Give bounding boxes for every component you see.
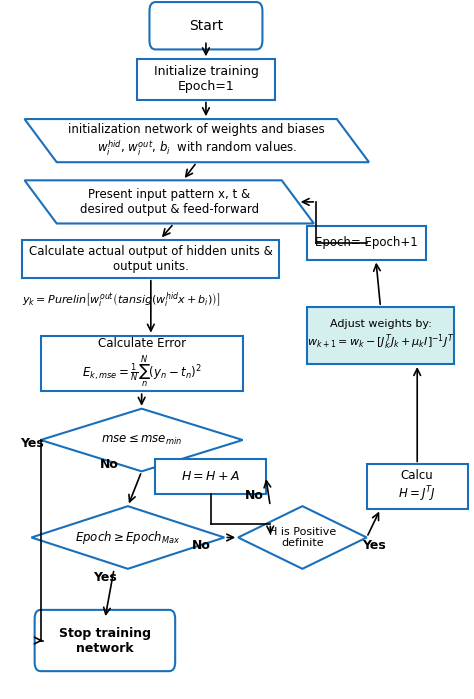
Text: Calcu
$H = J^TJ$: Calcu $H = J^TJ$ [398,469,436,505]
Polygon shape [31,506,224,569]
Text: Initialize training
Epoch=1: Initialize training Epoch=1 [154,66,258,94]
Polygon shape [25,119,369,162]
Bar [155,459,265,493]
Text: $Epoch \geq Epoch_{Max}$: $Epoch \geq Epoch_{Max}$ [75,529,181,546]
Text: Yes: Yes [362,540,386,552]
Bar [41,336,243,391]
Text: $mse \leq mse_{min}$: $mse \leq mse_{min}$ [101,433,182,447]
Text: $H = H + A$: $H = H + A$ [181,470,240,483]
Bar [137,59,275,99]
Text: Epoch= Epoch+1: Epoch= Epoch+1 [315,236,418,250]
Text: Adjust weights by:
$w_{k+1}=w_k-[J_k^TJ_k + \mu_k I]^{-1}J^T$: Adjust weights by: $w_{k+1}=w_k-[J_k^TJ_… [307,319,454,352]
Text: H is Positive
definite: H is Positive definite [269,526,336,548]
Text: No: No [245,489,264,502]
Bar [367,464,468,509]
FancyBboxPatch shape [35,610,175,671]
Text: Start: Start [189,19,223,33]
Text: No: No [192,540,211,552]
Text: Stop training
network: Stop training network [59,626,151,654]
Text: $y_k = \mathit{Purelin}\left[w_i^{out}\left(\mathit{tansig}(w_i^{hid}x + b_i)\ri: $y_k = \mathit{Purelin}\left[w_i^{out}\l… [22,291,221,310]
Text: initialization network of weights and biases
$w_i^{hid}$, $w_i^{out}$, $b_i$  wi: initialization network of weights and bi… [68,123,325,158]
FancyBboxPatch shape [149,2,263,50]
Bar [307,307,454,364]
Text: Calculate actual output of hidden units &
output units.: Calculate actual output of hidden units … [29,245,273,273]
Bar [22,240,280,278]
Text: Calculate Error
$E_{k,mse} = \frac{1}{N}\sum_{n}^{N}(y_n - t_n)^2$: Calculate Error $E_{k,mse} = \frac{1}{N}… [82,337,201,390]
Polygon shape [238,506,367,569]
Text: Present input pattern x, t &
desired output & feed-forward: Present input pattern x, t & desired out… [80,188,259,216]
Bar [307,226,427,260]
Polygon shape [41,409,243,471]
Text: Yes: Yes [20,437,44,450]
Text: Yes: Yes [93,571,117,584]
Text: No: No [100,458,119,471]
Polygon shape [25,180,314,224]
